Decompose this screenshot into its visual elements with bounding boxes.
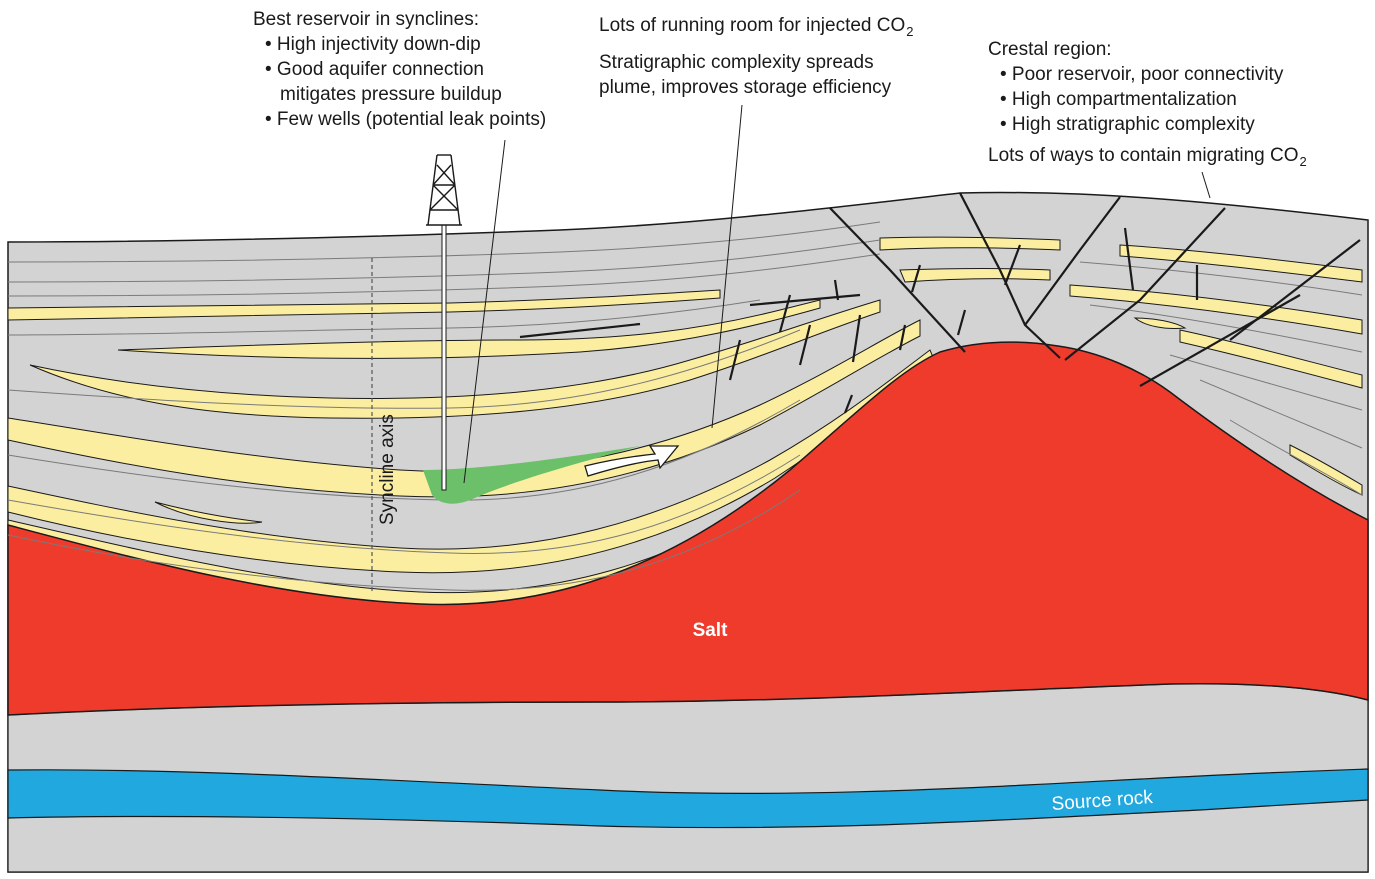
sand-bed [7, 319, 921, 498]
sand-bed [1119, 244, 1363, 283]
complexity-text-cont: plume, improves storage efficiency [599, 77, 892, 98]
sand-bed [117, 299, 821, 359]
callout-bullet: • Good aquifer connection [265, 59, 484, 80]
syncline-callout-heading: Best reservoir in synclines: [253, 9, 479, 30]
drilling-rig-icon [426, 154, 462, 226]
crestal-callout: Crestal region: • Poor reservoir, poor c… [988, 37, 1307, 169]
sand-lens [154, 501, 263, 524]
complexity-text: Stratigraphic complexity spreads [599, 52, 874, 73]
salt-label: Salt [693, 620, 729, 641]
callout-bullet-continuation: mitigates pressure buildup [280, 84, 502, 105]
crestal-footer: Lots of ways to contain migrating CO [988, 143, 1307, 169]
syncline-axis-label: Syncline axis [377, 414, 398, 525]
sand-bed [7, 289, 721, 321]
callout-bullet: • Few wells (potential leak points) [265, 109, 547, 130]
sand-bed [899, 268, 1051, 283]
callout-bullet: • Poor reservoir, poor connectivity [1000, 64, 1284, 85]
salt-body [7, 341, 1369, 716]
migration-arrow [584, 445, 680, 477]
sand-bed [29, 299, 881, 419]
syncline-callout: Best reservoir in synclines: • High inje… [253, 7, 546, 132]
sand-bed [879, 236, 1061, 251]
callout-bullet: • High injectivity down-dip [265, 34, 481, 55]
sand-lens [1133, 317, 1187, 329]
crestal-callout-heading: Crestal region: [988, 39, 1112, 60]
running-room-text: Lots of running room for injected CO [599, 13, 914, 39]
co2-plume [423, 446, 640, 504]
running-room-callout: Lots of running room for injected CO Str… [599, 13, 914, 100]
sand-bed [1179, 329, 1363, 389]
bedding-lines [7, 221, 1363, 591]
callout-bullet: • High stratigraphic complexity [1000, 114, 1255, 135]
callout-bullet: • High compartmentalization [1000, 89, 1237, 110]
leader-lines [463, 104, 1211, 484]
source-rock-layer [7, 768, 1369, 829]
fault-lines [519, 192, 1361, 414]
well-bore [441, 224, 447, 491]
